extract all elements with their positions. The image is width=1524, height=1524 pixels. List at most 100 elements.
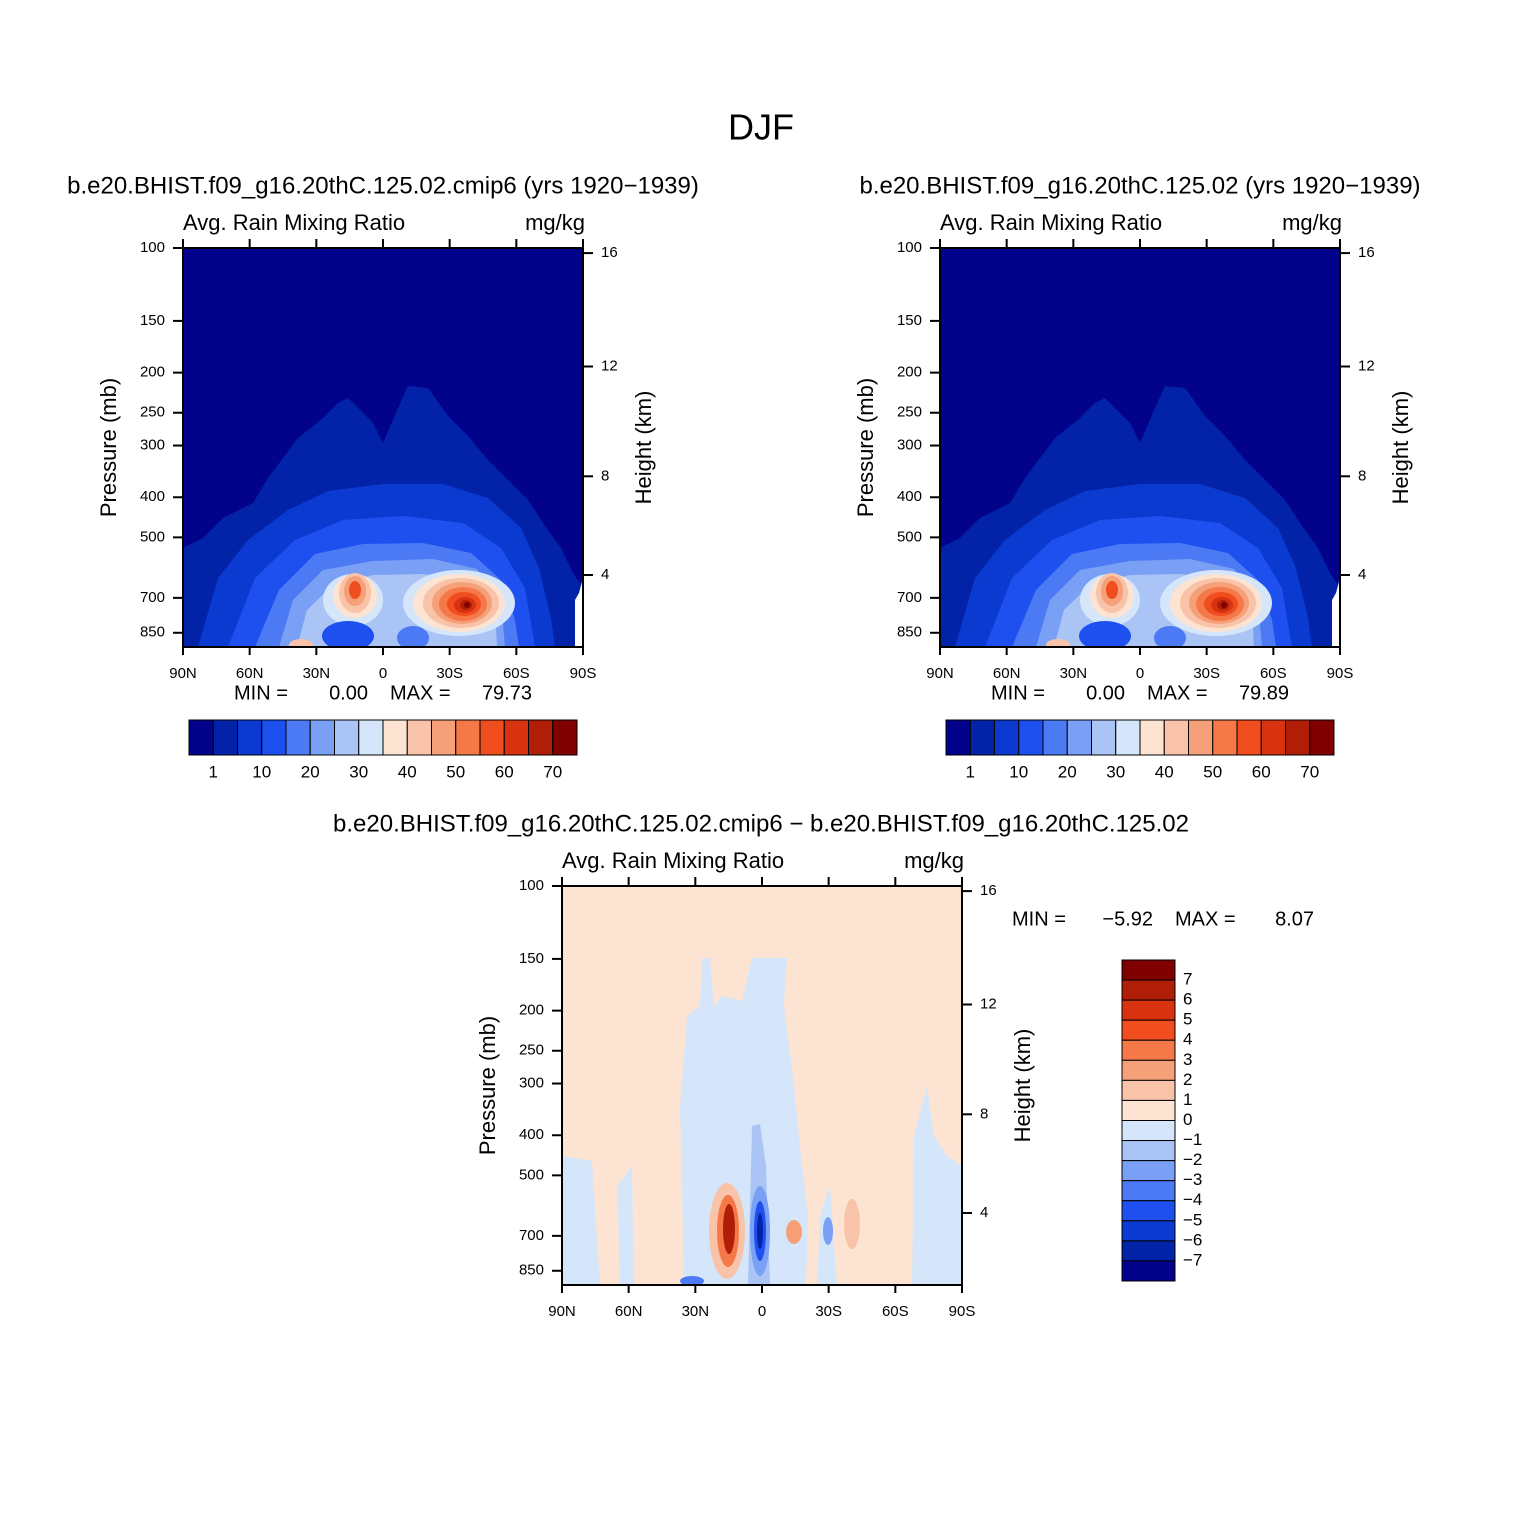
y-tick-label: 300 (897, 436, 922, 453)
colorbar-label: 50 (1203, 762, 1222, 781)
max-value: 8.07 (1275, 908, 1314, 930)
y2-tick-label: 16 (601, 244, 618, 261)
panel-title: b.e20.BHIST.f09_g16.20thC.125.02 (yrs 19… (859, 172, 1420, 199)
colorbar-label: 20 (301, 762, 320, 781)
y-tick-label: 400 (897, 488, 922, 505)
colorbar-box (1066, 719, 1092, 756)
y2-tick-label: 8 (980, 1105, 988, 1122)
colorbar-box (1121, 959, 1176, 981)
y-tick-label: 500 (519, 1166, 544, 1183)
colorbar-label: 30 (349, 762, 368, 781)
colorbar-box (1121, 1260, 1176, 1282)
colorbar-label: 4 (1183, 1030, 1192, 1049)
colorbar-box (1018, 719, 1044, 756)
y-tick-label: 100 (140, 239, 165, 256)
y-tick-label: 100 (519, 877, 544, 894)
colorbar-box (431, 719, 457, 756)
colorbar-label: −6 (1183, 1230, 1202, 1249)
colorbar-box (1309, 719, 1335, 756)
y-tick-label: 850 (897, 624, 922, 641)
y-tick-label: 700 (140, 589, 165, 606)
subtitle-left: Avg. Rain Mixing Ratio (562, 848, 784, 873)
min-value: −5.92 (1102, 908, 1153, 930)
y-tick-label: 850 (519, 1262, 544, 1279)
colorbar-label: −7 (1183, 1250, 1202, 1269)
colorbar-label: 3 (1183, 1050, 1192, 1069)
colorbar-box (1121, 1039, 1176, 1061)
figure-title: DJF (728, 107, 794, 148)
min-text: MIN = (234, 682, 288, 704)
y2-tick-label: 8 (1358, 467, 1366, 484)
colorbar-label: 1 (966, 762, 975, 781)
x-tick-label: 0 (379, 665, 387, 682)
x-tick-label: 60N (615, 1303, 643, 1320)
x-tick-label: 90S (1327, 665, 1354, 682)
field-region (786, 1220, 802, 1244)
x-tick-label: 90S (949, 1303, 976, 1320)
colorbar-box (1121, 1079, 1176, 1101)
colorbar-box (1121, 1120, 1176, 1142)
x-tick-label: 90S (570, 665, 597, 682)
x-tick-label: 60S (1260, 665, 1287, 682)
colorbar-box (994, 719, 1020, 756)
y-tick-label: 200 (519, 1002, 544, 1019)
x-tick-label: 60N (993, 665, 1021, 682)
y2-axis-label: Height (km) (631, 391, 656, 505)
panel-title: b.e20.BHIST.f09_g16.20thC.125.02.cmip6 (… (67, 172, 699, 199)
max-text: MAX = (390, 682, 451, 704)
colorbar-label: 2 (1183, 1070, 1192, 1089)
field-region (823, 1217, 833, 1245)
colorbar-box (1121, 1099, 1176, 1121)
y-axis-label: Pressure (mb) (475, 1016, 500, 1155)
colorbar-label: 10 (1009, 762, 1028, 781)
colorbar-box (1121, 999, 1176, 1021)
colorbar-box (1163, 719, 1189, 756)
y-tick-label: 100 (897, 239, 922, 256)
colorbar-box (1121, 1019, 1176, 1041)
colorbar-box (1121, 1180, 1176, 1202)
colorbar-box (552, 719, 578, 756)
colorbar-box (1139, 719, 1165, 756)
colorbar-label: −3 (1183, 1170, 1202, 1189)
colorbar-label: 40 (1155, 762, 1174, 781)
colorbar-box (1121, 1059, 1176, 1081)
colorbar-box (309, 719, 335, 756)
y2-tick-label: 4 (980, 1204, 988, 1221)
colorbar-box (1115, 719, 1141, 756)
colorbar-label: 30 (1106, 762, 1125, 781)
colorbar-box (1121, 1140, 1176, 1162)
subtitle-right: mg/kg (904, 848, 964, 873)
colorbar-box (969, 719, 995, 756)
y2-tick-label: 16 (980, 882, 997, 899)
colorbar-box (1236, 719, 1262, 756)
colorbar-label: 40 (398, 762, 417, 781)
contour-fill (183, 248, 583, 647)
max-value: 79.89 (1239, 682, 1289, 704)
x-tick-label: 60S (882, 1303, 909, 1320)
max-text: MAX = (1175, 908, 1236, 930)
colorbar-box (1121, 979, 1176, 1001)
y-tick-label: 850 (140, 624, 165, 641)
x-tick-label: 60N (236, 665, 264, 682)
y-tick-label: 150 (519, 950, 544, 967)
colorbar-box (1121, 1200, 1176, 1222)
y-tick-label: 200 (140, 364, 165, 381)
max-value: 79.73 (482, 682, 532, 704)
y-tick-label: 300 (140, 436, 165, 453)
min-text: MIN = (1012, 908, 1066, 930)
subtitle-left: Avg. Rain Mixing Ratio (940, 210, 1162, 235)
min-text: MIN = (991, 682, 1045, 704)
colorbar-box (528, 719, 554, 756)
colorbar-box (285, 719, 311, 756)
x-tick-label: 30N (1060, 665, 1088, 682)
field-region (562, 1156, 600, 1285)
y2-tick-label: 8 (601, 467, 609, 484)
colorbar-label: 60 (495, 762, 514, 781)
x-tick-label: 0 (1136, 665, 1144, 682)
colorbar-box (455, 719, 481, 756)
y2-axis-label: Height (km) (1010, 1029, 1035, 1143)
y-tick-label: 250 (140, 404, 165, 421)
y-axis-label: Pressure (mb) (96, 378, 121, 517)
